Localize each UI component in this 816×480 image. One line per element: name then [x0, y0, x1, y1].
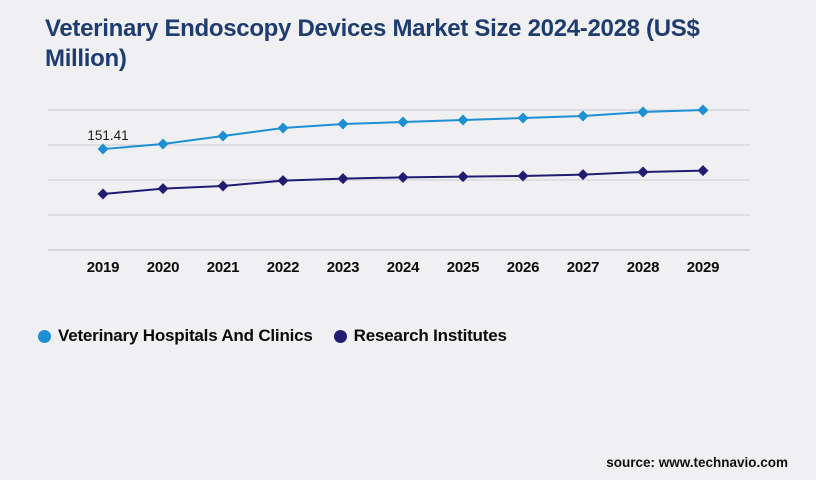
- data-point-marker-icon: [157, 183, 169, 195]
- x-tick-label: 2019: [87, 259, 120, 276]
- x-tick-label: 2025: [447, 259, 480, 276]
- legend-label: Veterinary Hospitals And Clinics: [58, 326, 313, 345]
- x-tick-label: 2023: [327, 259, 360, 276]
- x-tick-label: 2020: [147, 259, 180, 276]
- data-point-marker-icon: [697, 104, 709, 116]
- data-point-marker-icon: [457, 171, 469, 183]
- data-point-marker-icon: [277, 122, 289, 134]
- data-point-marker-icon: [337, 118, 349, 130]
- data-point-marker-icon: [217, 130, 229, 142]
- data-point-marker-icon: [577, 169, 589, 181]
- x-tick-label: 2028: [627, 259, 660, 276]
- data-point-marker-icon: [637, 106, 649, 118]
- data-point-marker-icon: [397, 171, 409, 183]
- data-point-marker-icon: [697, 165, 709, 177]
- legend-marker-icon: [333, 329, 347, 343]
- data-point-marker-icon: [97, 188, 109, 200]
- data-point-marker-icon: [517, 170, 529, 182]
- data-point-marker-icon: [457, 114, 469, 126]
- data-point-marker-icon: [97, 143, 109, 155]
- x-tick-label: 2029: [687, 259, 720, 276]
- data-point-marker-icon: [337, 173, 349, 185]
- legend-marker-icon: [38, 329, 51, 343]
- line-chart: 151.41 2019 2020 2021 2022 2023 2024 2025 2026 20…: [48, 104, 750, 276]
- x-tick-label: 2026: [507, 259, 540, 276]
- data-point-marker-icon: [637, 166, 649, 178]
- data-point-marker-icon: [157, 138, 169, 150]
- data-point-marker-icon: [397, 116, 409, 128]
- legend-label: Research Institutes: [353, 326, 507, 345]
- legend-item-research-institutes: Research Institutes: [333, 326, 507, 346]
- x-tick-label: 2022: [267, 259, 300, 276]
- legend-item-veterinary-hospitals-and-clinics: Veterinary Hospitals And Clinics: [38, 326, 313, 346]
- x-tick-label: 2021: [207, 259, 240, 276]
- data-point-marker-icon: [577, 110, 589, 122]
- chart-title: Veterinary Endoscopy Devices Market Size…: [45, 15, 700, 72]
- data-point-marker-icon: [217, 180, 229, 192]
- source-attribution: source: www.technavio.com: [606, 455, 788, 470]
- point-value-label: 151.41: [87, 128, 128, 143]
- series-line-0: [102, 109, 704, 151]
- data-point-marker-icon: [277, 175, 289, 187]
- x-tick-label: 2027: [567, 259, 600, 276]
- data-point-marker-icon: [517, 112, 529, 124]
- x-tick-label: 2024: [387, 259, 420, 276]
- chart-legend: Veterinary Hospitals And Clinics Researc…: [38, 326, 507, 346]
